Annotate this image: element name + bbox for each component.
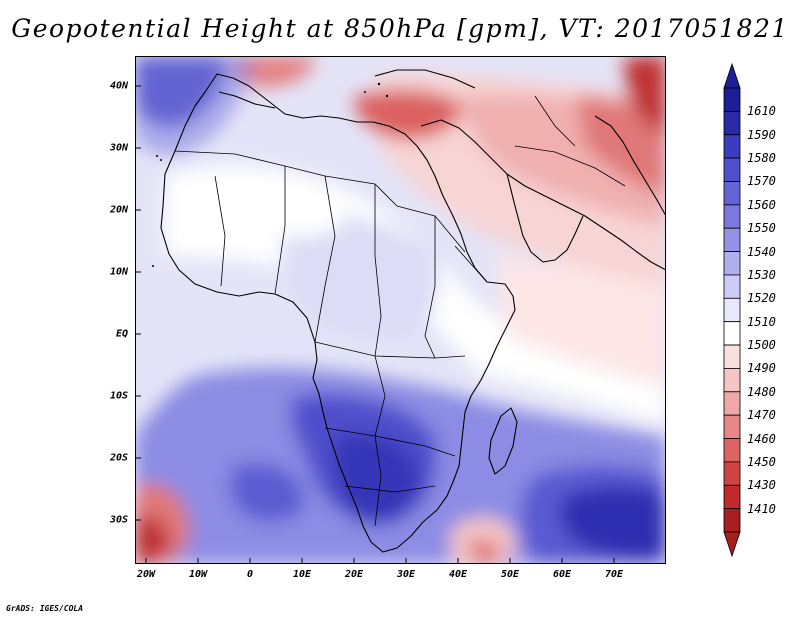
colorbar-label: 1570	[747, 174, 776, 189]
colorbar-swatch	[723, 87, 741, 112]
colorbar-swatch	[723, 134, 741, 159]
colorbar-swatch	[723, 508, 741, 533]
colorbar-swatch	[723, 321, 741, 346]
colorbar	[723, 62, 741, 558]
lat-label-30n: 30N	[109, 142, 128, 154]
islands	[152, 82, 389, 267]
colorbar-label: 1580	[747, 151, 776, 166]
colorbar-swatch	[723, 227, 741, 252]
colorbar-swatch	[723, 157, 741, 182]
lon-label-70e: 70E	[604, 569, 624, 580]
lat-label-20n: 20N	[109, 204, 128, 216]
colorbar-label: 1480	[747, 384, 776, 399]
lon-label-30e: 30E	[396, 569, 416, 580]
axis-ticks	[135, 85, 615, 564]
colorbar-label: 1510	[747, 314, 776, 329]
colorbar-bottom-arrow	[723, 531, 741, 558]
lon-label-50e: 50E	[500, 569, 520, 580]
chart-title: Geopotential Height at 850hPa [gpm], VT:…	[11, 14, 789, 43]
map-frame	[135, 56, 666, 564]
map-border	[135, 56, 666, 564]
colorbar-swatch	[723, 274, 741, 299]
colorbar-label: 1540	[747, 244, 776, 259]
lon-label-40e: 40E	[448, 569, 468, 580]
iran-coastline	[594, 115, 666, 217]
north-africa-coast	[218, 91, 276, 109]
colorbar-swatch	[723, 484, 741, 510]
colorbar-label: 1560	[747, 197, 776, 212]
colorbar-label: 1520	[747, 291, 776, 306]
height-field	[135, 56, 666, 564]
coastlines	[160, 69, 666, 553]
colorbar-swatch	[723, 110, 741, 136]
lon-label-0: 0	[246, 569, 254, 580]
colorbar-swatch	[723, 391, 741, 416]
lon-label-10w: 10W	[188, 569, 208, 580]
lat-label-30s: 30S	[109, 514, 128, 526]
colorbar-swatch	[723, 297, 741, 323]
colorbar-label: 1470	[747, 408, 776, 423]
lon-label-20e: 20E	[344, 569, 364, 580]
madagascar-coastline	[488, 407, 518, 475]
turkey-coastline	[374, 69, 476, 89]
colorbar-swatch	[723, 414, 741, 439]
arabia-coastline	[420, 119, 666, 271]
colorbar-swatch	[723, 204, 741, 229]
footer-credit: GrADS: IGES/COLA	[6, 604, 84, 613]
lat-label-eq: EQ	[115, 328, 128, 340]
lat-label-40n: 40N	[109, 80, 128, 92]
country-borders	[174, 95, 626, 527]
colorbar-label: 1410	[747, 501, 776, 516]
geopotential-map	[135, 56, 666, 564]
colorbar-swatch	[723, 438, 741, 463]
lat-label-20s: 20S	[109, 452, 128, 464]
colorbar-swatch	[723, 251, 741, 276]
colorbar-label: 1490	[747, 361, 776, 376]
colorbar-label: 1430	[747, 478, 776, 493]
colorbar-swatch	[723, 368, 741, 393]
red-sea-coast	[506, 173, 584, 263]
colorbar-label: 1590	[747, 127, 776, 142]
colorbar-label: 1550	[747, 221, 776, 236]
colorbar-swatch	[723, 181, 741, 206]
lat-label-10n: 10N	[109, 266, 128, 278]
lon-label-60e: 60E	[552, 569, 572, 580]
colorbar-label: 1530	[747, 267, 776, 282]
colorbar-swatch	[723, 344, 741, 369]
colorbar-label: 1450	[747, 454, 776, 469]
lon-label-20w: 20W	[136, 569, 156, 580]
colorbar-swatch	[723, 461, 741, 486]
lon-label-10e: 10E	[292, 569, 312, 580]
africa-coastline	[160, 73, 516, 553]
colorbar-top-arrow	[723, 62, 741, 89]
lat-label-10s: 10S	[109, 390, 128, 402]
colorbar-label: 1500	[747, 338, 776, 353]
colorbar-label: 1460	[747, 431, 776, 446]
colorbar-label: 1610	[747, 104, 776, 119]
